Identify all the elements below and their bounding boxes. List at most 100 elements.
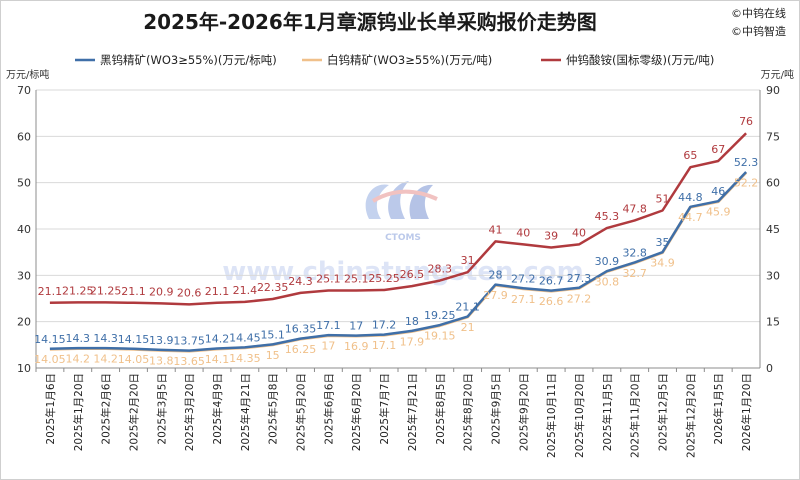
- left-tick-label: 10: [17, 362, 31, 375]
- data-label: 30.8: [595, 276, 620, 289]
- data-label: 21: [461, 321, 475, 334]
- data-label: 76: [739, 115, 753, 128]
- data-label: 14.2: [205, 333, 230, 346]
- data-label: 16.9: [344, 340, 369, 353]
- right-tick-label: 0: [766, 362, 773, 375]
- data-label: 25.1: [316, 272, 341, 285]
- data-label: 17: [321, 340, 335, 353]
- data-label: 14.2: [93, 353, 118, 366]
- data-label: 21.25: [62, 284, 94, 297]
- data-label: 26.5: [400, 268, 425, 281]
- data-label: 14.45: [229, 331, 261, 344]
- data-label: 25.25: [368, 272, 400, 285]
- x-tick-label: 2025年8月5日: [434, 373, 447, 445]
- data-label: 52.2: [734, 176, 759, 189]
- left-tick-label: 30: [17, 269, 31, 282]
- data-label: 27.3: [567, 272, 592, 285]
- data-label: 14.05: [34, 353, 66, 366]
- data-label: 24.3: [288, 275, 313, 288]
- legend-label: 黑钨精矿(WO3≥55%)(万元/标吨): [100, 53, 277, 67]
- data-label: 45.3: [595, 210, 620, 223]
- x-tick-label: 2025年11月20日: [629, 373, 642, 458]
- data-label: 21.25: [90, 284, 122, 297]
- x-tick-label: 2025年9月5日: [489, 373, 502, 445]
- legend: 黑钨精矿(WO3≥55%)(万元/标吨) 白钨精矿(WO3≥55%)(万元/吨) 仲…: [75, 53, 714, 67]
- x-tick-label: 2025年6月20日: [350, 373, 363, 451]
- data-label: 26.6: [539, 295, 564, 308]
- x-tick-label: 2025年2月6日: [100, 373, 113, 445]
- x-tick-label: 2025年11月5日: [601, 373, 614, 451]
- data-label: 21.1: [205, 285, 230, 298]
- series-line: [49, 132, 747, 306]
- left-tick-label: 50: [17, 177, 31, 190]
- data-label: 21.1: [121, 285, 146, 298]
- legend-label: 仲钨酸铵(国标零级)(万元/吨): [566, 53, 714, 67]
- x-tick-label: 2025年5月8日: [267, 373, 280, 445]
- x-tick-label: 2025年1月20日: [72, 373, 85, 451]
- data-label: 67: [711, 143, 725, 156]
- x-tick-label: 2025年10月20日: [573, 373, 586, 458]
- data-label: 17.2: [372, 319, 397, 332]
- data-label: 19.25: [424, 309, 456, 322]
- x-tick-label: 2025年6月6日: [322, 373, 335, 445]
- data-label: 14.15: [118, 333, 150, 346]
- data-label: 32.8: [622, 246, 647, 259]
- data-label: 28: [488, 269, 502, 282]
- data-label: 20.6: [177, 286, 202, 299]
- data-label: 14.05: [118, 353, 150, 366]
- data-label: 14.1: [205, 353, 230, 366]
- right-tick-label: 75: [766, 130, 780, 143]
- plot-area: 10 20 30 40 50 60 70 0 15 30 45 60 75 90 2025年1月6日 2025…: [17, 84, 780, 458]
- data-label: 13.75: [173, 335, 205, 348]
- data-label: 19.15: [424, 330, 456, 343]
- data-label: 40: [572, 226, 586, 239]
- data-label: 27.1: [511, 293, 536, 306]
- data-label: 16.35: [285, 323, 317, 336]
- right-tick-label: 60: [766, 177, 780, 190]
- data-label: 35: [656, 236, 670, 249]
- data-label: 17.1: [316, 319, 341, 332]
- data-label: 14.15: [34, 333, 66, 346]
- data-label: 31: [461, 254, 475, 267]
- left-tick-label: 40: [17, 223, 31, 236]
- data-label: 32.7: [622, 267, 647, 280]
- data-label: 15.1: [260, 328, 285, 341]
- right-axis-unit: 万元/吨: [761, 68, 794, 81]
- data-label: 39: [544, 230, 558, 243]
- x-tick-label: 2025年7月7日: [378, 373, 391, 445]
- data-label: 20.9: [149, 285, 174, 298]
- legend-label: 白钨精矿(WO3≥55%)(万元/吨): [327, 53, 492, 67]
- watermark-url: www.chinatungsten.com: [222, 257, 584, 287]
- x-tick-label: 2025年10月11日: [545, 373, 558, 458]
- x-tick-label: 2026年1月20日: [740, 373, 753, 451]
- watermark: CTOMS www.chinatungsten.com: [222, 181, 584, 287]
- left-axis-unit: 万元/标吨: [6, 68, 49, 81]
- data-label: 41: [488, 223, 502, 236]
- left-tick-label: 60: [17, 130, 31, 143]
- data-label: 15: [266, 349, 280, 362]
- x-tick-label: 2025年4月9日: [211, 373, 224, 445]
- data-label: 28.3: [428, 263, 453, 276]
- data-label: 14.35: [229, 352, 261, 365]
- data-label: 14.2: [66, 353, 91, 366]
- brand-1: ©中钨在线: [731, 6, 786, 20]
- data-label: 14.3: [93, 332, 118, 345]
- x-tick-label: 2025年5月20日: [295, 373, 308, 451]
- series-line: [49, 171, 748, 352]
- data-label: 26.7: [539, 275, 564, 288]
- data-label: 34.9: [650, 257, 675, 270]
- x-tick-label: 2025年3月20日: [183, 373, 196, 451]
- x-tick-label: 2025年7月21日: [406, 373, 419, 451]
- data-label: 21.4: [233, 284, 258, 297]
- data-label: 65: [683, 149, 697, 162]
- data-label: 40: [516, 226, 530, 239]
- x-tick-label: 2025年12月5日: [657, 373, 670, 451]
- data-label: 18: [405, 315, 419, 328]
- right-tick-label: 30: [766, 269, 780, 282]
- data-label: 13.9: [149, 334, 174, 347]
- data-label: 17: [349, 320, 363, 333]
- data-label: 47.8: [622, 202, 647, 215]
- x-tick-label: 2025年2月20日: [127, 373, 140, 451]
